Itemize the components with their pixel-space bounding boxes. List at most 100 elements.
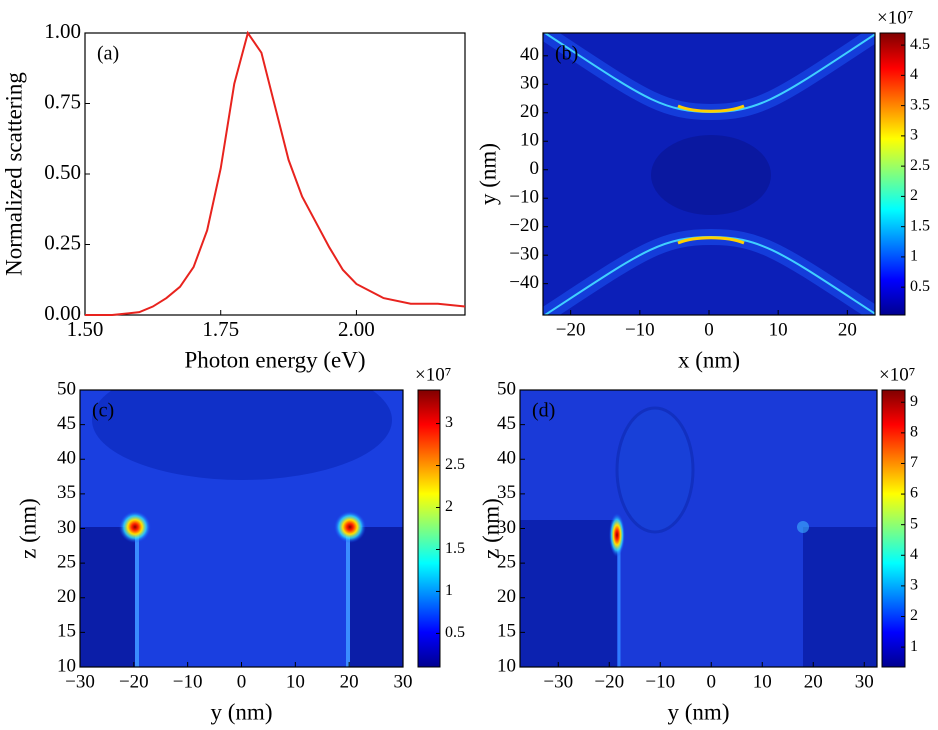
colorbar-tick-label: 2	[910, 607, 918, 624]
y-tick-label: 20	[57, 586, 76, 607]
colorbar	[880, 33, 905, 315]
colorbar-tick-label: 2	[910, 187, 918, 204]
colorbar-tick-label: 3	[910, 577, 918, 594]
y-tick-label: 35	[497, 482, 516, 503]
x-axis-label: x (nm)	[678, 347, 740, 372]
y-tick-label: 50	[57, 378, 76, 399]
x-tick-label: 10	[769, 319, 788, 340]
colorbar-tick-label: 2.5	[445, 456, 465, 473]
y-tick-label: 20	[497, 586, 516, 607]
y-tick-label: 0.75	[44, 89, 81, 113]
x-tick-label: 20	[838, 319, 857, 340]
x-axis-label: y (nm)	[668, 699, 730, 724]
panel-label: (d)	[532, 400, 555, 422]
y-tick-label: 10	[520, 130, 539, 151]
y-tick-label: 45	[497, 413, 516, 434]
x-tick-label: 30	[855, 671, 874, 692]
field-d	[520, 390, 877, 667]
colorbar-frame	[417, 389, 441, 668]
y-tick-label: 1.00	[44, 19, 81, 43]
panel-label: (c)	[92, 400, 114, 422]
x-tick-label: 0	[704, 319, 714, 340]
y-tick-label: 10	[497, 655, 516, 676]
x-tick-label: −30	[543, 671, 573, 692]
colorbar-tick-label: 8	[910, 424, 918, 441]
y-axis-label: Normalized scattering	[1, 72, 26, 276]
field-b	[543, 33, 875, 315]
x-tick-label: −20	[119, 671, 149, 692]
y-tick-label: 10	[57, 655, 76, 676]
y-tick-label: 0	[530, 158, 540, 179]
y-tick-label: −30	[509, 244, 539, 265]
colorbar-tick-label: 1.5	[910, 217, 930, 234]
x-tick-label: 0	[237, 671, 247, 692]
y-tick-label: 15	[57, 621, 76, 642]
colorbar-tick-label: 0.5	[910, 278, 930, 295]
y-tick-label: −20	[509, 215, 539, 236]
y-axis-label: y (nm)	[475, 143, 500, 205]
y-tick-label: 15	[497, 621, 516, 642]
x-tick-label: −10	[645, 671, 675, 692]
colorbar-tick-label: 9	[910, 393, 918, 410]
field-c	[80, 390, 403, 667]
x-tick-label: 1.50	[67, 317, 104, 341]
colorbar-tick-label: 2.5	[910, 157, 930, 174]
colorbar-tick-label: 3	[445, 414, 453, 431]
y-tick-label: 30	[520, 73, 539, 94]
colorbar-tick-label: 1.5	[445, 540, 465, 557]
x-tick-label: −10	[625, 319, 655, 340]
x-tick-label: 10	[286, 671, 305, 692]
y-tick-label: 30	[497, 517, 516, 538]
y-tick-label: 0.00	[44, 301, 81, 325]
colorbar-tick-label: 5	[910, 515, 918, 532]
y-tick-label: 40	[57, 448, 76, 469]
colorbar-tick-label: 7	[910, 454, 918, 471]
colorbar-tick-label: 1	[910, 638, 918, 655]
y-tick-label: 35	[57, 482, 76, 503]
colorbar-tick-label: 1	[445, 582, 453, 599]
colorbar-frame	[879, 32, 906, 316]
colorbar-tick-label: 4	[910, 66, 918, 83]
x-tick-label: −30	[65, 671, 95, 692]
colorbar	[882, 390, 905, 667]
x-tick-label: 0	[707, 671, 717, 692]
panel-label: (b)	[555, 43, 578, 65]
y-tick-label: 0.50	[44, 160, 81, 184]
colorbar-tick-label: 0.5	[445, 624, 465, 641]
x-tick-label: 2.00	[338, 317, 375, 341]
x-tick-label: 10	[753, 671, 772, 692]
y-tick-label: 25	[57, 551, 76, 572]
x-axis-label: y (nm)	[211, 699, 273, 724]
y-tick-label: 20	[520, 101, 539, 122]
colorbar-tick-label: 3.5	[910, 96, 930, 113]
colorbar-tick-label: 3	[910, 127, 918, 144]
y-tick-label: 0.25	[44, 230, 81, 254]
y-axis-label: z (nm)	[15, 498, 40, 559]
y-axis-label: z (nm)	[478, 498, 503, 559]
panel-label: (a)	[97, 43, 119, 65]
x-tick-label: 30	[394, 671, 413, 692]
x-tick-label: 1.75	[202, 317, 239, 341]
x-tick-label: 20	[804, 671, 823, 692]
colorbar-tick-label: 4.5	[910, 36, 930, 53]
colorbar-tick-label: 6	[910, 485, 918, 502]
y-tick-label: 40	[497, 448, 516, 469]
x-tick-label: −20	[556, 319, 586, 340]
y-tick-label: 40	[520, 44, 539, 65]
colorbar-multiplier: ×10⁷	[415, 364, 451, 385]
y-tick-label: 50	[497, 378, 516, 399]
colorbar-multiplier: ×10⁷	[877, 7, 913, 28]
x-tick-label: 20	[340, 671, 359, 692]
x-axis-label: Photon energy (eV)	[185, 347, 366, 372]
x-tick-label: −10	[173, 671, 203, 692]
colorbar-multiplier: ×10⁷	[879, 364, 915, 385]
colorbar-tick-label: 1	[910, 248, 918, 265]
y-tick-label: 30	[57, 517, 76, 538]
y-tick-label: −10	[509, 187, 539, 208]
colorbar-frame	[881, 389, 906, 668]
y-tick-label: 25	[497, 551, 516, 572]
x-tick-label: −20	[594, 671, 624, 692]
plot-frame	[84, 32, 466, 316]
colorbar-tick-label: 2	[445, 498, 453, 515]
